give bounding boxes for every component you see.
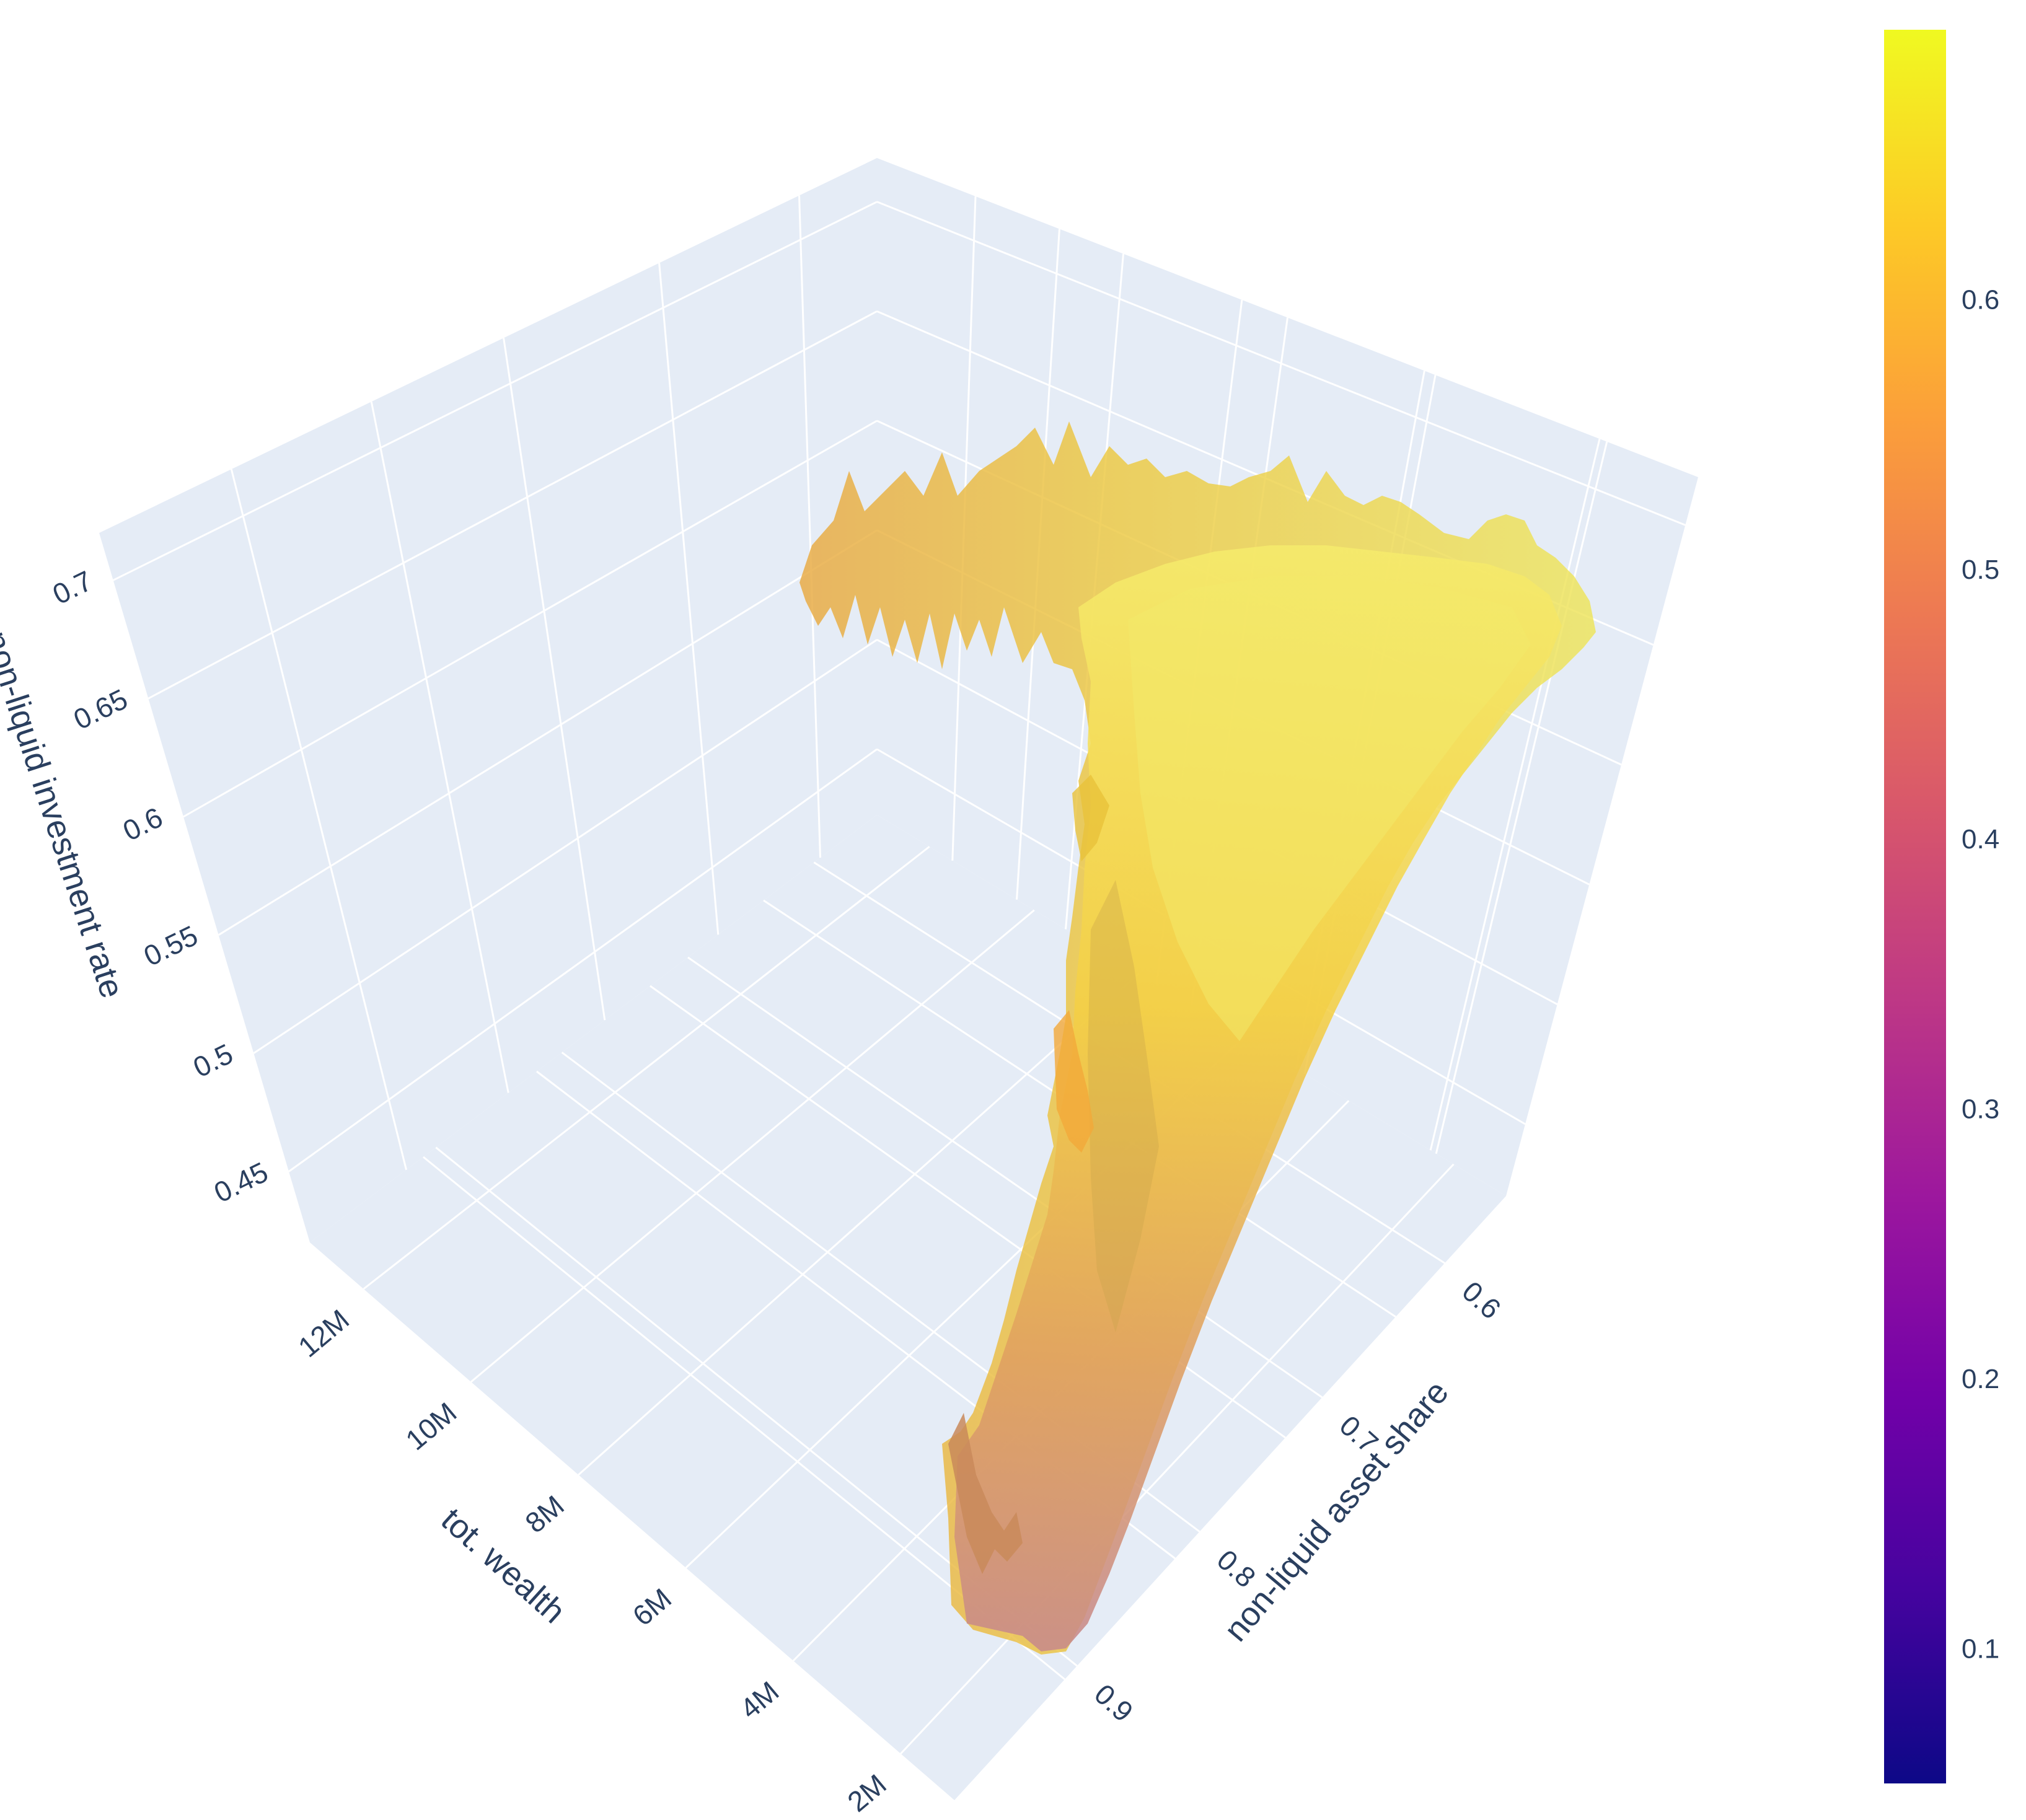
x-tick-label: 10M	[399, 1396, 462, 1456]
gridline-x	[900, 1163, 1455, 1755]
surface-highlight	[1128, 576, 1531, 1041]
gridline-right-wall	[1429, 438, 1601, 1151]
x-tick-label: 8M	[519, 1489, 570, 1539]
gridline-x	[578, 973, 1140, 1476]
x-tick-label: 12M	[292, 1303, 355, 1363]
surface-main-sheet	[954, 545, 1562, 1651]
z-tick-label: 0.7	[48, 565, 97, 611]
gridline-z-left	[183, 420, 878, 818]
colorbar: 0.1 0.2 0.3 0.4 0.5 0.6	[1884, 30, 1999, 1783]
colorbar-tick-label: 0.5	[1962, 555, 1999, 585]
x-tick-label: 2M	[841, 1768, 892, 1818]
gridline-left-wall	[798, 195, 821, 858]
y-tick-label: 0.6	[1456, 1275, 1507, 1325]
z-tick-label: 0.65	[68, 682, 132, 736]
z-tick-label: 0.6	[118, 801, 167, 847]
gridline-left-wall	[658, 263, 720, 935]
gridline-x	[363, 846, 930, 1290]
gridline-x	[470, 909, 1035, 1383]
colorbar-tick-label: 0.6	[1962, 284, 1999, 315]
gridline-left-wall	[503, 338, 606, 1021]
gridline-z-right	[876, 201, 1686, 526]
colorbar-tick-label: 0.2	[1962, 1364, 1999, 1394]
gridline-z-left	[218, 529, 878, 936]
gridline-z-left	[113, 201, 878, 581]
colorbar-tick-label: 0.4	[1962, 824, 1999, 855]
surface-lower-spike	[948, 1413, 1023, 1574]
gridline-left-wall	[370, 401, 509, 1093]
colorbar-bar	[1884, 30, 1946, 1783]
surface-shadow-fold	[1088, 880, 1159, 1332]
gridline-z-left	[253, 639, 878, 1054]
z-tick-label: 0.45	[209, 1156, 273, 1209]
gridline-z-left	[288, 748, 878, 1172]
x-tick-label: 4M	[734, 1675, 785, 1725]
gridline-y-floor	[687, 956, 1323, 1399]
x-tick-label: 6M	[627, 1582, 677, 1632]
colorbar-tick-label: 0.3	[1962, 1094, 1999, 1125]
y-tick-label: 0.9	[1088, 1677, 1139, 1728]
surface-mid-spikes	[1054, 1010, 1094, 1153]
colorbar-tick-label: 0.1	[1962, 1633, 1999, 1664]
surface-mid-spikes-2	[1072, 775, 1109, 861]
gridline-y-wall	[1435, 441, 1608, 1154]
z-tick-label: 0.55	[139, 919, 203, 972]
left-wall-pane	[99, 158, 877, 1242]
z-tick-label: 0.5	[188, 1037, 237, 1084]
surface	[799, 421, 1596, 1655]
gridline-z-left	[148, 310, 878, 700]
z-axis-title: non-liquid investment rate	[0, 626, 131, 1003]
gridline-left-wall	[230, 468, 408, 1171]
colorbar-ticks: 0.1 0.2 0.3 0.4 0.5 0.6	[1962, 284, 1999, 1664]
